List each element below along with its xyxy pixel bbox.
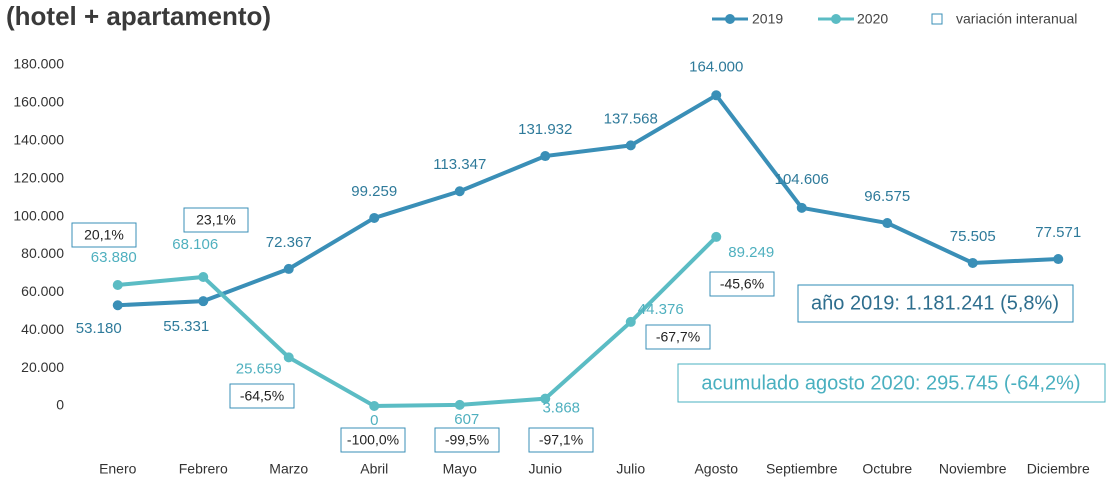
variation-label: -99,5% [445, 432, 489, 448]
point [369, 212, 380, 223]
variation-box [709, 271, 775, 297]
x-tick-label: Diciembre [1027, 461, 1090, 477]
point [711, 90, 722, 101]
series-line [117, 235, 718, 409]
legend-marker [725, 14, 735, 24]
x-tick-label: Agosto [694, 461, 738, 477]
y-tick-label: 60.000 [21, 283, 64, 299]
point [198, 271, 209, 282]
legend-label: 2019 [752, 11, 783, 27]
y-tick-label: 20.000 [21, 359, 64, 375]
point [711, 231, 722, 242]
variation-box [434, 427, 500, 453]
y-tick-label: 160.000 [13, 94, 64, 110]
data-label: 607 [454, 411, 479, 428]
data-label: 89.249 [728, 244, 774, 261]
x-tick-label: Septiembre [766, 461, 838, 477]
data-label: 44.376 [638, 301, 684, 318]
annotation: acumulado agosto 2020: 295.745 (-64,2%) [701, 372, 1080, 394]
point [283, 352, 294, 363]
variation-box [229, 383, 295, 409]
x-tick-label: Abril [360, 461, 388, 477]
point [1053, 254, 1064, 265]
x-tick-label: Febrero [179, 461, 228, 477]
data-label: 55.331 [163, 318, 209, 335]
variation-label: -100,0% [347, 432, 399, 448]
point [198, 296, 209, 307]
legend-marker [831, 14, 841, 24]
x-tick-label: Marzo [269, 461, 308, 477]
variation-label: 23,1% [196, 212, 236, 228]
data-label: 3.868 [542, 400, 580, 417]
point [283, 263, 294, 274]
data-label: 25.659 [236, 360, 282, 377]
x-tick-label: Mayo [443, 461, 477, 477]
data-label: 53.180 [76, 320, 122, 337]
point [454, 186, 465, 197]
variation-box [71, 222, 137, 248]
point [625, 140, 636, 151]
data-label: 75.505 [950, 228, 996, 245]
series-line [117, 92, 1059, 308]
point [625, 316, 636, 327]
point [882, 218, 893, 229]
legend-label: variación interanual [956, 11, 1077, 27]
data-label: 63.880 [91, 249, 137, 266]
data-label: 0 [370, 412, 378, 429]
point [540, 393, 551, 404]
point [967, 257, 978, 268]
x-tick-label: Junio [529, 461, 563, 477]
variation-label: -97,1% [539, 432, 583, 448]
y-tick-label: 100.000 [13, 207, 64, 223]
chart-title: (hotel + apartamento) [6, 1, 271, 31]
y-tick-label: 40.000 [21, 321, 64, 337]
legend-box [931, 13, 943, 25]
data-label: 137.568 [604, 110, 658, 127]
point [796, 202, 807, 213]
variation-box [528, 427, 594, 453]
data-label: 104.606 [775, 171, 829, 188]
data-label: 113.347 [433, 156, 486, 173]
data-label: 68.106 [172, 236, 218, 253]
variation-label: -67,7% [656, 329, 700, 345]
y-tick-label: 80.000 [21, 245, 64, 261]
point [540, 151, 551, 162]
data-label: 72.367 [266, 234, 312, 251]
y-tick-label: 120.000 [13, 169, 64, 185]
data-label: 99.259 [351, 183, 397, 200]
point [454, 399, 465, 410]
legend-label: 2020 [857, 11, 888, 27]
variation-box [183, 207, 249, 233]
data-label: 96.575 [864, 188, 910, 205]
variation-box [645, 324, 711, 350]
y-tick-label: 0 [56, 397, 64, 413]
variation-box [340, 427, 406, 453]
data-label: 164.000 [689, 58, 743, 75]
annotation-box [797, 284, 1074, 323]
data-label: 131.932 [518, 121, 572, 138]
variation-label: -64,5% [240, 388, 284, 404]
x-tick-label: Julio [616, 461, 645, 477]
y-tick-label: 180.000 [13, 56, 64, 72]
annotation: año 2019: 1.181.241 (5,8%) [811, 292, 1059, 314]
data-label: 77.571 [1035, 224, 1081, 241]
point [112, 279, 123, 290]
variation-label: -45,6% [720, 276, 764, 292]
point [112, 300, 123, 311]
annotation-box [677, 363, 1106, 403]
point [369, 401, 380, 411]
x-tick-label: Noviembre [939, 461, 1007, 477]
y-tick-label: 140.000 [13, 131, 64, 147]
x-tick-label: Octubre [862, 461, 912, 477]
x-tick-label: Enero [99, 461, 137, 477]
variation-label: 20,1% [84, 227, 124, 243]
